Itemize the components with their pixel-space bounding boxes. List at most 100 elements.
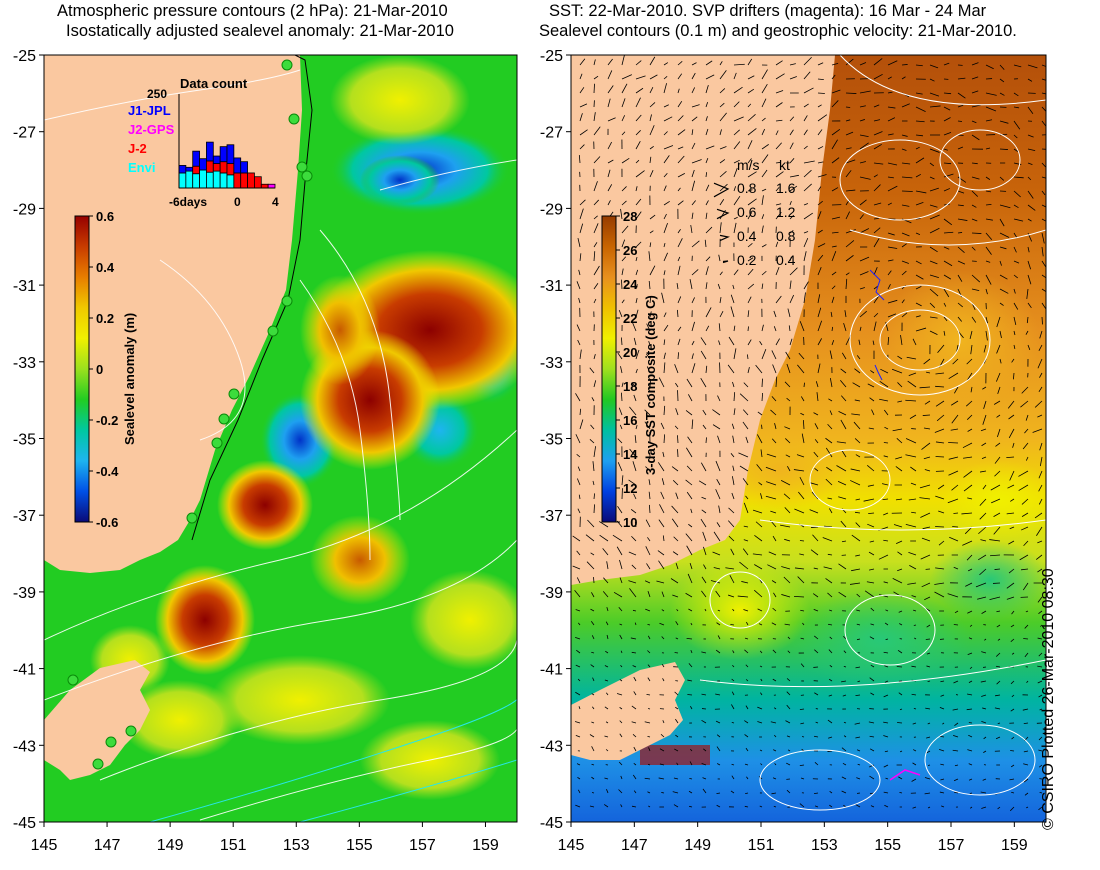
inset-bar-envi [226,174,235,189]
inset-bar-j1-jpl [199,158,207,171]
velocity-legend-arrow [713,182,730,198]
left-map-lon-label: 147 [94,837,121,854]
sealevel-colorbar-tick-label: 0.6 [96,209,114,224]
left-map-lat-label: -39 [13,585,36,602]
right-map-lat-label: -29 [540,201,563,218]
sst-colorbar-tick-label: 16 [623,413,637,428]
velocity-legend-arrow [722,260,729,264]
right-map-lat-label: -37 [540,508,563,525]
sst-colorbar: 28 26 24 22 20 18 16 14 12 10 3-day SST composite… [601,209,658,530]
inset-bar-j-2 [206,160,214,173]
left-map-lat-label: -29 [13,201,36,218]
inset-legend-j2-gps: J2-GPS [128,122,175,137]
left-map-lon-label: 157 [409,837,436,854]
right-map-lon-label: 151 [748,837,775,854]
sst-colorbar-tick-label: 28 [623,209,637,224]
inset-xtick-start: -6days [169,195,207,209]
velocity-legend-ms-header: m/s [737,157,760,173]
inset-bar-envi [212,170,221,189]
right-map-lon-label: 153 [811,837,838,854]
left-title-line1: Atmospheric pressure contours (2 hPa): 2… [57,2,448,20]
right-map-lon-label: 157 [938,837,965,854]
inset-legend-j1-jpl: J1-JPL [128,103,171,118]
inset-bar-envi [192,173,200,189]
left-map-lat-label: -43 [13,738,36,755]
sst-map [571,55,1046,822]
inset-bar-j-2 [260,183,269,189]
right-map-lat-label: -43 [540,738,563,755]
left-map-lon-label: 151 [220,837,247,854]
velocity-legend-ms: 0.6 [737,204,757,220]
velocity-legend-arrow [719,234,730,242]
left-map-lon-label: 149 [157,837,184,854]
inset-xtick-end: 4 [272,195,279,209]
right-map-lat-label: -35 [540,432,563,449]
left-map-lat-label: -37 [13,508,36,525]
inset-xtick-zero: 0 [234,195,241,209]
inset-bar-j-2 [254,176,262,189]
inset-bar-j1-jpl [192,150,200,167]
velocity-legend-kt: 1.6 [776,180,796,196]
inset-legend-j-2: J-2 [128,141,147,156]
right-map-lon-label: 159 [1001,837,1028,854]
right-map-lon-label: 147 [621,837,648,854]
inset-bar-j-2 [226,163,235,176]
inset-bar-j-2 [233,172,242,189]
right-map-lon-label: 145 [558,837,585,854]
right-map-lat-label: -39 [540,585,563,602]
inset-bar-j1-jpl [212,155,221,164]
right-map-lon-label: 149 [684,837,711,854]
inset-bar-j1-jpl [206,141,214,162]
inset-bar-j1-jpl [185,166,194,172]
inset-bar-j1-jpl [240,161,248,174]
left-map-axes: -25 -27 -29 -31 -33 -35 -37 -39 -41 -43 -45 145 147 1… [13,48,499,854]
sealevel-colorbar-scale [74,215,90,523]
left-map-lat-label: -45 [13,815,36,832]
inset-bar-j-2 [192,165,200,175]
inset-bar-j1-jpl [226,144,235,164]
right-map-lat-label: -41 [540,662,563,679]
left-title-line2: Isostatically adjusted sealevel anomaly:… [66,22,454,40]
inset-bar-j1-jpl [219,146,228,163]
inset-title: Data count [180,76,248,91]
sst-colorbar-tick-label: 20 [623,345,637,360]
right-map-lat-label: -25 [540,48,563,65]
velocity-legend-kt: 0.4 [776,252,796,268]
inset-bar-envi [219,172,228,189]
left-map-lon-label: 145 [31,837,58,854]
left-map-lat-label: -31 [13,278,36,295]
sst-colorbar-tick-label: 10 [623,515,637,530]
left-map-lat-label: -25 [13,48,36,65]
velocity-legend-arrow [716,208,730,220]
inset-bar-envi [178,172,187,189]
sealevel-colorbar-tick-label: -0.4 [96,464,119,479]
velocity-legend: m/s kt 0.8 1.6 0.6 1.2 0.4 0.8 0.2 0.4 [713,157,796,268]
sealevel-colorbar-label: Sealevel anomaly (m) [122,313,137,445]
right-map-lat-label: -27 [540,125,563,142]
inset-bar-envi [185,170,194,189]
inset-legend-envi: Envi [128,160,155,175]
sealevel-colorbar-tick-label: -0.2 [96,413,118,428]
sst-colorbar-tick-label: 22 [623,311,637,326]
inset-bar-j1-jpl [178,165,187,174]
inset-ymax-label: 250 [147,87,167,101]
inset-bar-j2-gps [267,183,276,189]
left-map-lon-label: 153 [283,837,310,854]
inset-bar-j1-jpl [233,157,242,174]
velocity-legend-ms: 0.8 [737,180,757,196]
left-map-lat-label: -35 [13,432,36,449]
velocity-legend-kt: 1.2 [776,204,796,220]
right-title-line2: Sealevel contours (0.1 m) and geostrophi… [539,22,1017,40]
left-map-lat-label: -27 [13,125,36,142]
sealevel-colorbar-tick-label: 0.4 [96,260,115,275]
inset-bar-j-2 [212,163,221,172]
inset-bar-envi [206,171,214,189]
sst-colorbar-tick-label: 18 [623,379,637,394]
sst-colorbar-tick-label: 26 [623,243,637,258]
right-map-lon-label: 155 [874,837,901,854]
credit-text: © CSIRO Plotted 26-Mar-2010 08:30 [1040,568,1057,830]
sst-colorbar-tick-label: 12 [623,481,637,496]
sealevel-anomaly-map [44,55,517,822]
data-count-inset: Data count 250 J1-JPL J2-GPS J-2 Envi -6day… [128,76,279,209]
